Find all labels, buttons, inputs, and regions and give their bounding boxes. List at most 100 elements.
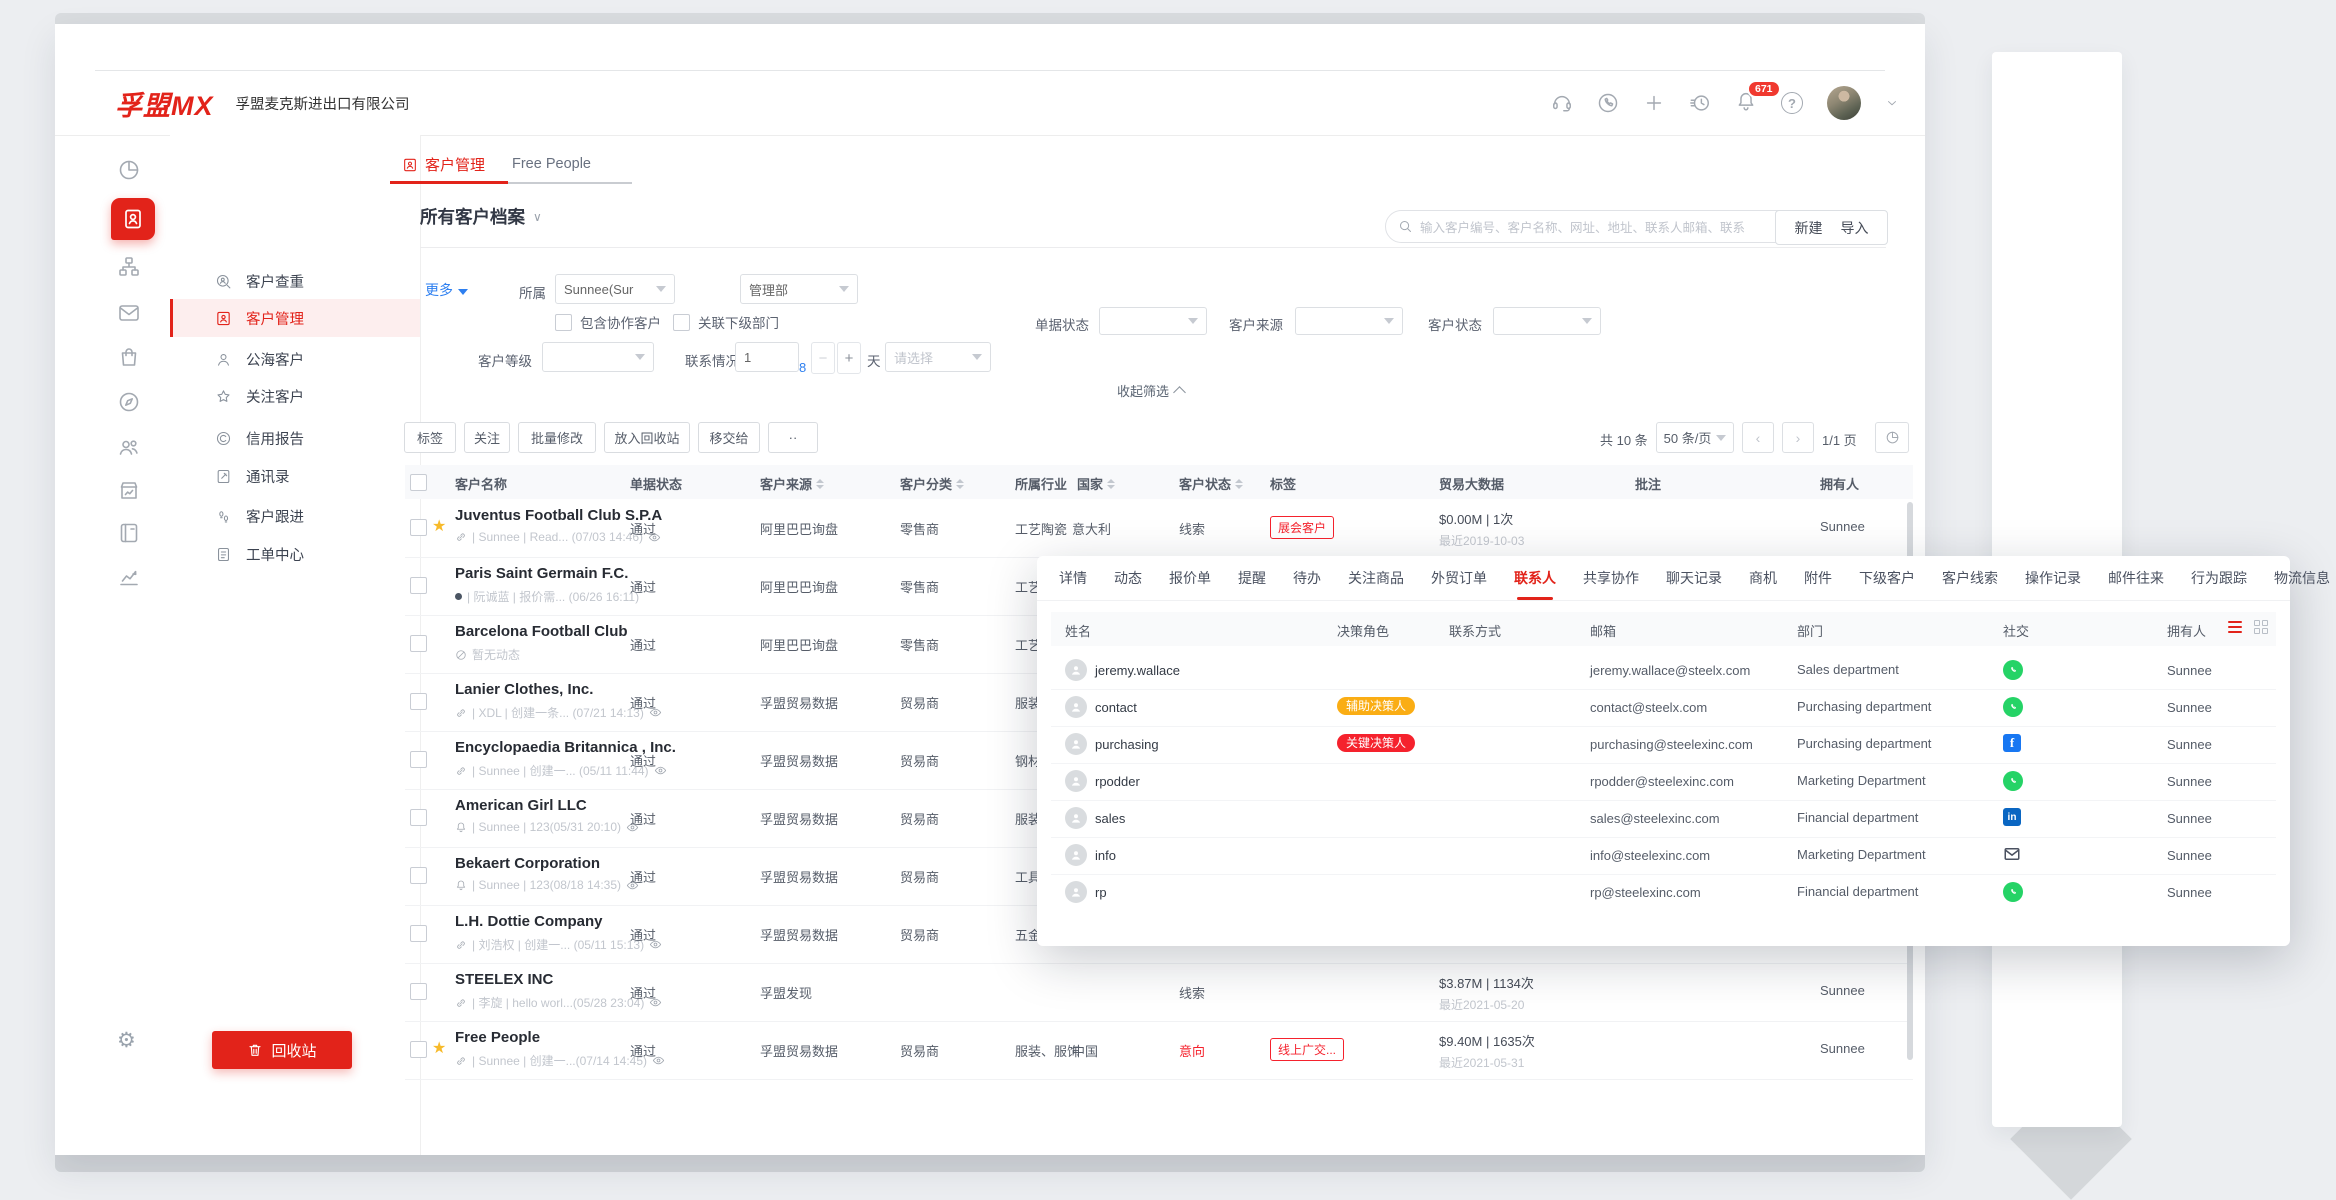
linkedin-icon[interactable]: in <box>2003 808 2021 826</box>
customer-name[interactable]: Encyclopaedia Britannica , Inc. <box>455 739 676 756</box>
contact-email[interactable]: purchasing@steelexinc.com <box>1590 737 1753 752</box>
department-select[interactable]: 管理部 <box>740 274 858 304</box>
collapse-filters-button[interactable]: 收起筛选 <box>1117 381 1186 400</box>
user-avatar[interactable] <box>1827 86 1861 120</box>
col-tags[interactable]: 标签 <box>1270 477 1297 492</box>
customer-name[interactable]: Free People <box>455 1029 541 1046</box>
contact-name[interactable]: rp <box>1095 885 1107 900</box>
tab-chats[interactable]: 聊天记录 <box>1666 570 1722 586</box>
history-icon[interactable] <box>1689 92 1711 114</box>
customer-name[interactable]: Lanier Clothes, Inc. <box>455 681 594 698</box>
recycle-bin-button[interactable]: 回收站 <box>212 1031 352 1069</box>
tab-details[interactable]: 详情 <box>1059 570 1087 586</box>
customer-name[interactable]: STEELEX INC <box>455 971 554 988</box>
tag-button[interactable]: 标签 <box>404 422 456 453</box>
stepper-minus-button[interactable]: − <box>811 342 835 374</box>
col-doc-status[interactable]: 单据状态 <box>630 477 683 492</box>
email-icon[interactable] <box>2003 845 2023 865</box>
contact-email[interactable]: jeremy.wallace@steelx.com <box>1590 663 1751 678</box>
submenu-item-credit-report[interactable]: 信用报告 <box>170 419 420 457</box>
mail-icon[interactable] <box>117 301 141 325</box>
tab-emails[interactable]: 邮件往来 <box>2108 570 2164 586</box>
contact-email[interactable]: contact@steelx.com <box>1590 700 1708 715</box>
table-row[interactable]: L.H. Dottie Company | 刘浩权 | 创建一... (05/1… <box>405 905 1913 964</box>
next-page-button[interactable]: › <box>1782 422 1814 453</box>
notifications[interactable]: 671 <box>1735 79 1781 117</box>
tab-share[interactable]: 共享协作 <box>1583 570 1639 586</box>
tab-opportunities[interactable]: 商机 <box>1749 570 1777 586</box>
customer-name[interactable]: Juventus Football Club S.P.A <box>455 507 663 524</box>
tab-customer-management[interactable]: 客户管理 <box>402 154 485 175</box>
contact-name[interactable]: rpodder <box>1095 774 1140 789</box>
whatsapp-icon[interactable] <box>2003 882 2023 902</box>
row-checkbox[interactable] <box>410 693 427 710</box>
contact-email[interactable]: rpodder@steelexinc.com <box>1590 774 1734 789</box>
contact-row[interactable]: info info@steelexinc.com Marketing Depar… <box>1051 837 2276 875</box>
tab-attachments[interactable]: 附件 <box>1804 570 1832 586</box>
contact-row[interactable]: sales sales@steelexinc.com Financial dep… <box>1051 800 2276 838</box>
sort-icon[interactable] <box>816 478 825 489</box>
table-row[interactable]: ★ Free People | Sunnee | 创建一...(07/14 14… <box>405 1021 1913 1080</box>
table-row[interactable]: STEELEX INC | 李旋 | hello worl...(05/28 2… <box>405 963 1913 1022</box>
tab-contacts[interactable]: 联系人 <box>1514 570 1556 586</box>
col-trade-data[interactable]: 贸易大数据 <box>1439 477 1505 492</box>
submenu-item-customer-management[interactable]: 客户管理 <box>170 299 420 337</box>
contact-name[interactable]: jeremy.wallace <box>1095 663 1181 678</box>
contact-row[interactable]: rpodder rpodder@steelexinc.com Marketing… <box>1051 763 2276 801</box>
more-filters-button[interactable]: 更多 <box>425 280 468 300</box>
chevron-down-icon[interactable] <box>1885 96 1899 110</box>
tab-logs[interactable]: 操作记录 <box>2025 570 2081 586</box>
add-icon[interactable] <box>1643 92 1665 114</box>
customer-search-input[interactable]: 输入客户编号、客户名称、网址、地址、联系人邮箱、联系 <box>1385 210 1823 243</box>
contact-name[interactable]: purchasing <box>1095 737 1159 752</box>
contact-name[interactable]: contact <box>1095 700 1137 715</box>
enterprise-icon[interactable] <box>117 478 141 502</box>
row-checkbox[interactable] <box>410 1041 427 1058</box>
row-checkbox[interactable] <box>410 983 427 1000</box>
col-industry[interactable]: 所属行业 <box>1015 477 1068 492</box>
contact-email[interactable]: info@steelexinc.com <box>1590 848 1711 863</box>
contact-row[interactable]: rp rp@steelexinc.com Financial departmen… <box>1051 874 2276 911</box>
headset-icon[interactable] <box>1551 92 1573 114</box>
tab-free-people[interactable]: Free People <box>512 156 591 172</box>
row-checkbox[interactable] <box>410 751 427 768</box>
team-icon[interactable] <box>117 435 141 459</box>
submenu-item-contacts[interactable]: 通讯录 <box>170 457 420 495</box>
contact-row[interactable]: contact 辅助决策人 contact@steelx.com Purchas… <box>1051 689 2276 727</box>
more-actions-button[interactable]: ·· <box>768 422 818 453</box>
sort-icon[interactable] <box>956 478 965 489</box>
include-collab-checkbox[interactable]: 包含协作客户 <box>555 312 661 332</box>
settings-gear-icon[interactable]: ⚙ <box>117 1029 136 1052</box>
transfer-button[interactable]: 移交给 <box>698 422 760 453</box>
submenu-item-dedupe[interactable]: 客户查重 <box>170 262 420 300</box>
link-subdept-checkbox[interactable]: 关联下级部门 <box>673 312 779 332</box>
sort-icon[interactable] <box>1107 478 1116 489</box>
orders-bag-icon[interactable] <box>117 345 141 369</box>
list-view-icon[interactable] <box>2228 621 2242 633</box>
tab-activity[interactable]: 动态 <box>1114 570 1142 586</box>
star-icon[interactable]: ★ <box>432 518 447 535</box>
row-checkbox[interactable] <box>410 635 427 652</box>
stepper-plus-button[interactable]: + <box>837 342 861 374</box>
page-size-select[interactable]: 50 条/页 <box>1656 422 1734 453</box>
col-country[interactable]: 国家 <box>1077 474 1116 493</box>
whatsapp-icon[interactable] <box>2003 771 2023 791</box>
row-checkbox[interactable] <box>410 925 427 942</box>
customer-tag[interactable]: 展会客户 <box>1270 516 1335 539</box>
tab-products[interactable]: 关注商品 <box>1348 570 1404 586</box>
org-structure-icon[interactable] <box>117 255 141 279</box>
submenu-item-work-orders[interactable]: 工单中心 <box>170 535 420 573</box>
whatsapp-icon[interactable] <box>2003 697 2023 717</box>
tab-orders[interactable]: 外贸订单 <box>1431 570 1487 586</box>
to-recycle-button[interactable]: 放入回收站 <box>604 422 690 453</box>
col-notes[interactable]: 批注 <box>1635 477 1662 492</box>
phone-icon[interactable] <box>1597 92 1619 114</box>
customer-tag[interactable]: 线上广交... <box>1270 1038 1345 1061</box>
status-select[interactable] <box>1493 307 1601 335</box>
col-owner[interactable]: 拥有人 <box>1820 477 1860 492</box>
import-button[interactable]: 导入 <box>1840 219 1869 236</box>
select-all-checkbox[interactable] <box>410 474 427 491</box>
star-icon[interactable]: ★ <box>432 1040 447 1057</box>
row-checkbox[interactable] <box>410 519 427 536</box>
customer-name[interactable]: American Girl LLC <box>455 797 587 814</box>
